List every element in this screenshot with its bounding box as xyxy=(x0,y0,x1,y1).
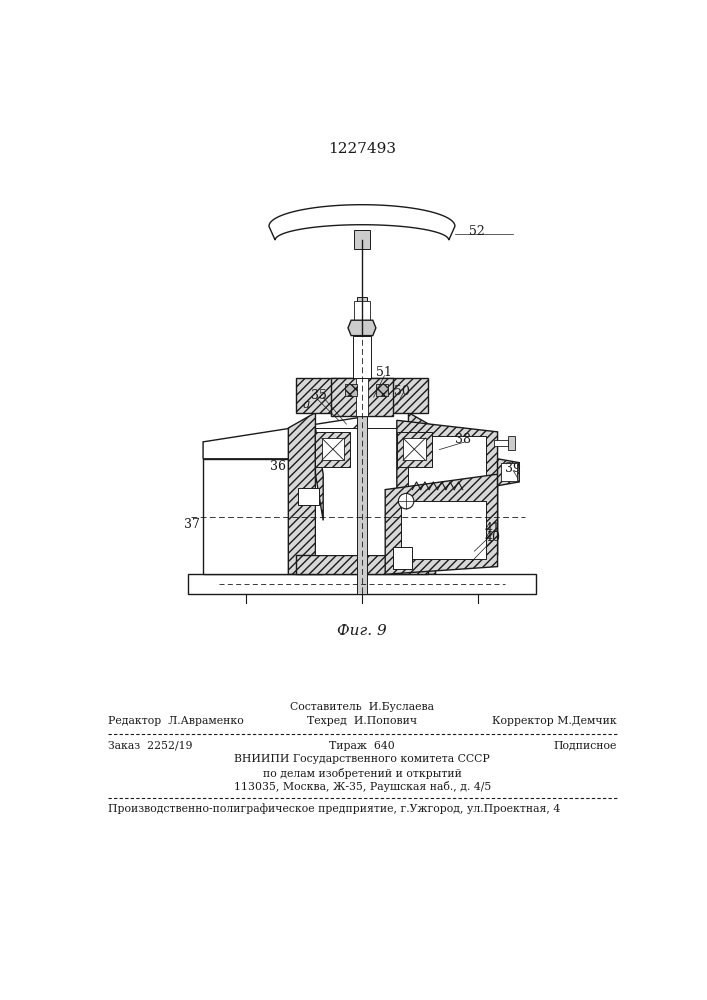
Text: 51: 51 xyxy=(375,366,392,379)
Bar xyxy=(203,459,323,574)
Bar xyxy=(353,336,371,378)
Bar xyxy=(393,547,412,569)
Bar xyxy=(376,384,388,396)
Bar xyxy=(401,501,486,559)
Text: Редактор  Л.Авраменко: Редактор Л.Авраменко xyxy=(107,716,243,726)
Bar xyxy=(345,384,357,396)
Bar xyxy=(356,297,368,594)
Text: 52: 52 xyxy=(469,225,484,238)
Polygon shape xyxy=(409,413,436,574)
Polygon shape xyxy=(288,413,315,574)
Polygon shape xyxy=(315,428,323,520)
Text: 35: 35 xyxy=(311,389,327,402)
Text: Производственно-полиграфическое предприятие, г.Ужгород, ул.Проектная, 4: Производственно-полиграфическое предприя… xyxy=(107,803,560,814)
Text: Тираж  640: Тираж 640 xyxy=(329,741,395,751)
Bar xyxy=(493,440,508,446)
Bar xyxy=(354,230,370,249)
Bar xyxy=(403,438,426,460)
Text: Составитель  И.Буслаева: Составитель И.Буслаева xyxy=(291,702,434,712)
Polygon shape xyxy=(296,378,428,413)
Bar xyxy=(322,438,344,460)
Polygon shape xyxy=(348,320,376,336)
Bar xyxy=(409,436,486,551)
Bar xyxy=(298,488,320,505)
Text: Заказ  2252/19: Заказ 2252/19 xyxy=(107,741,192,751)
Polygon shape xyxy=(331,378,393,416)
Bar xyxy=(315,428,409,555)
Bar xyxy=(356,378,368,416)
Polygon shape xyxy=(397,420,498,567)
Polygon shape xyxy=(269,205,455,240)
Text: 41: 41 xyxy=(484,522,500,535)
Text: 113035, Москва, Ж-35, Раушская наб., д. 4/5: 113035, Москва, Ж-35, Раушская наб., д. … xyxy=(234,781,491,792)
Bar xyxy=(508,436,515,450)
Polygon shape xyxy=(385,474,498,574)
Polygon shape xyxy=(203,416,366,459)
Text: ВНИИПИ Государственного комитета СССР: ВНИИПИ Государственного комитета СССР xyxy=(235,754,490,764)
Polygon shape xyxy=(397,432,432,466)
Text: 1227493: 1227493 xyxy=(328,142,397,156)
Polygon shape xyxy=(498,459,519,486)
Text: 40: 40 xyxy=(484,531,500,544)
Polygon shape xyxy=(296,555,428,574)
Text: 38: 38 xyxy=(455,433,471,446)
Polygon shape xyxy=(315,432,351,466)
Text: 50: 50 xyxy=(395,385,410,398)
Bar xyxy=(501,463,517,481)
Text: Техред  И.Попович: Техред И.Попович xyxy=(308,716,417,726)
Text: 37: 37 xyxy=(184,518,199,531)
Text: 36: 36 xyxy=(270,460,286,473)
Bar xyxy=(187,574,537,594)
Text: по делам изобретений и открытий: по делам изобретений и открытий xyxy=(263,768,462,779)
Text: Корректор М.Демчик: Корректор М.Демчик xyxy=(492,716,617,726)
Circle shape xyxy=(398,493,414,509)
Text: Фиг. 9: Фиг. 9 xyxy=(337,624,387,638)
Text: a: a xyxy=(303,398,310,411)
Bar xyxy=(354,301,370,324)
Text: 39: 39 xyxy=(505,462,521,475)
Text: Подписное: Подписное xyxy=(554,741,617,751)
